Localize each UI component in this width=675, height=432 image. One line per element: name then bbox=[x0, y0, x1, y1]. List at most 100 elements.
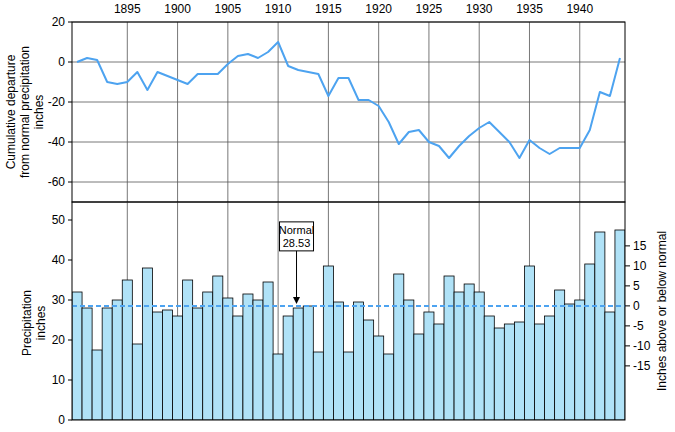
bar bbox=[313, 352, 323, 420]
bar bbox=[162, 310, 172, 420]
bar bbox=[273, 354, 283, 420]
bar bbox=[343, 352, 353, 420]
bar bbox=[514, 322, 524, 420]
bar bbox=[323, 266, 333, 420]
x-tick-label: 1900 bbox=[164, 2, 191, 16]
y-tick bbox=[68, 380, 72, 381]
chart: 1895190019051910191519201925193019351940… bbox=[0, 0, 675, 432]
y2-tick bbox=[625, 265, 630, 266]
bar bbox=[565, 304, 575, 420]
bar bbox=[504, 324, 514, 420]
y-tick-label: 0 bbox=[58, 55, 65, 69]
bar bbox=[223, 298, 233, 420]
y-tick-label: 0 bbox=[58, 413, 65, 427]
bar bbox=[243, 294, 253, 420]
y-tick bbox=[68, 420, 72, 421]
bar bbox=[253, 300, 263, 420]
y-tick-label: 20 bbox=[52, 333, 66, 347]
y-tick bbox=[68, 220, 72, 221]
bar bbox=[213, 276, 223, 420]
bar bbox=[394, 274, 404, 420]
bar bbox=[132, 344, 142, 420]
x-grid-line bbox=[479, 22, 480, 202]
bar bbox=[102, 308, 112, 420]
bar bbox=[233, 316, 243, 420]
bar bbox=[72, 292, 82, 420]
bar bbox=[545, 316, 555, 420]
y-tick bbox=[68, 340, 72, 341]
y-axis-title: from normal precipitation bbox=[18, 46, 32, 178]
y2-tick-label: 10 bbox=[633, 259, 647, 273]
bar bbox=[595, 232, 605, 420]
bar bbox=[142, 268, 152, 420]
plot-frame bbox=[72, 22, 625, 202]
y2-tick bbox=[625, 245, 630, 246]
x-grid-line bbox=[177, 22, 178, 202]
bar bbox=[484, 316, 494, 420]
y-tick-label: -40 bbox=[48, 135, 66, 149]
y-tick-label: 30 bbox=[52, 293, 66, 307]
y-grid-line bbox=[72, 142, 625, 143]
x-grid-line bbox=[328, 22, 329, 202]
x-tick-label: 1930 bbox=[466, 2, 493, 16]
y2-tick bbox=[625, 325, 630, 326]
x-grid-line bbox=[579, 22, 580, 202]
y-axis-title: Precipitation bbox=[20, 290, 34, 356]
bar bbox=[92, 350, 102, 420]
bar bbox=[434, 324, 444, 420]
bar bbox=[494, 328, 504, 420]
bar bbox=[364, 320, 374, 420]
y-tick-label: -60 bbox=[48, 175, 66, 189]
grid bbox=[127, 202, 579, 420]
y-tick bbox=[68, 300, 72, 301]
x-tick-label: 1935 bbox=[516, 2, 543, 16]
y2-tick bbox=[625, 345, 630, 346]
bar bbox=[303, 306, 313, 420]
y-tick bbox=[68, 62, 72, 63]
y-tick bbox=[68, 142, 72, 143]
bar bbox=[333, 302, 343, 420]
x-tick-label: 1925 bbox=[416, 2, 443, 16]
x-tick-label: 1915 bbox=[315, 2, 342, 16]
y2-tick bbox=[625, 305, 630, 306]
bar bbox=[404, 300, 414, 420]
x-tick-label: 1895 bbox=[114, 2, 141, 16]
bar bbox=[575, 300, 585, 420]
bar bbox=[464, 284, 474, 420]
y-tick bbox=[68, 182, 72, 183]
y2-tick-label: 15 bbox=[633, 239, 647, 253]
x-grid-line bbox=[227, 22, 228, 202]
y2-tick-label: -10 bbox=[633, 339, 651, 353]
plot-data bbox=[72, 230, 625, 420]
bar bbox=[193, 308, 203, 420]
normal-line bbox=[72, 305, 625, 307]
annotation-box bbox=[280, 222, 314, 251]
bar bbox=[203, 292, 213, 420]
bar bbox=[183, 280, 193, 420]
departure-line bbox=[77, 42, 620, 158]
x-tick-label: 1920 bbox=[365, 2, 392, 16]
y-tick-label: 20 bbox=[52, 15, 66, 29]
plot-frame bbox=[72, 202, 625, 420]
bar bbox=[152, 312, 162, 420]
x-tick-label: 1905 bbox=[214, 2, 241, 16]
annotation-arrowhead bbox=[293, 297, 300, 304]
y-axis-title: inches bbox=[32, 95, 46, 130]
y-grid-line bbox=[72, 182, 625, 183]
bar bbox=[173, 316, 183, 420]
annotation-arrow bbox=[296, 251, 297, 298]
bar bbox=[424, 312, 434, 420]
bar bbox=[474, 292, 484, 420]
bar bbox=[293, 308, 303, 420]
bar bbox=[615, 230, 625, 420]
y2-tick-label: -5 bbox=[633, 319, 644, 333]
x-grid-line bbox=[378, 22, 379, 202]
bar bbox=[82, 308, 92, 420]
y-grid-line bbox=[72, 102, 625, 103]
y2-tick-label: 5 bbox=[633, 279, 640, 293]
plot-data bbox=[77, 42, 620, 158]
y2-tick-label: 0 bbox=[633, 299, 640, 313]
y-tick-label: 50 bbox=[52, 213, 66, 227]
y-grid-line bbox=[72, 62, 625, 63]
y2-tick bbox=[625, 285, 630, 286]
